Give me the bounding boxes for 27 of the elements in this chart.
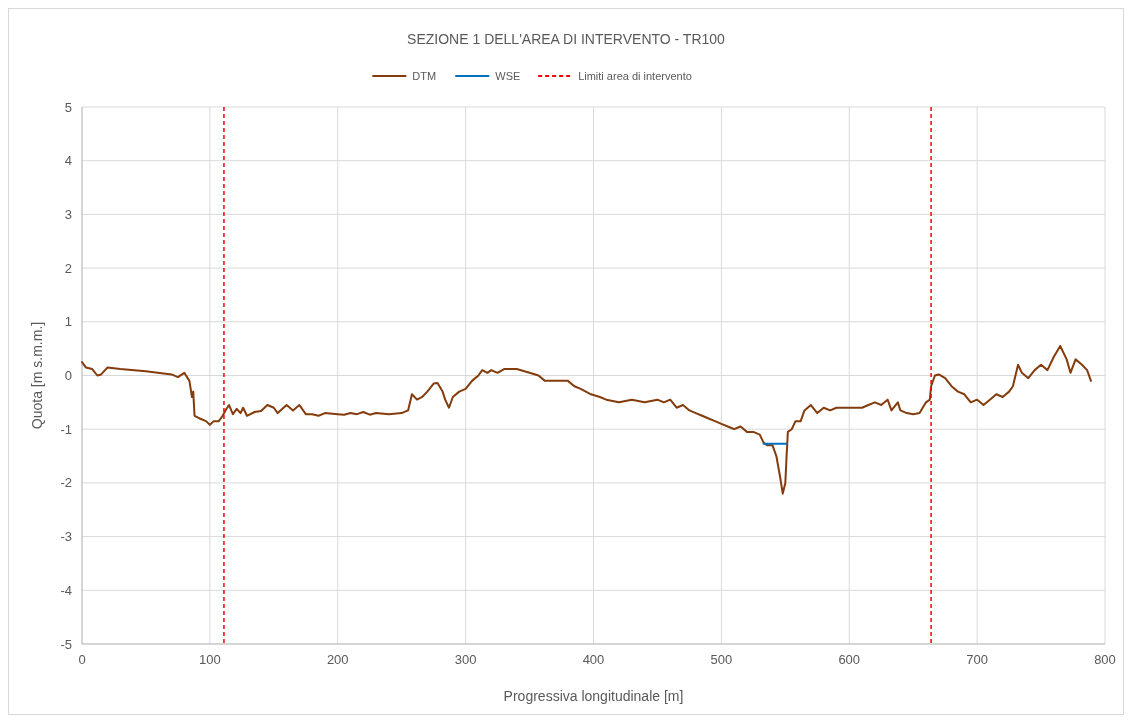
y-tick-label: 1: [64, 314, 72, 330]
y-tick-label: -1: [60, 421, 72, 437]
x-tick-label: 300: [454, 652, 477, 667]
chart-title: SEZIONE 1 DELL'AREA DI INTERVENTO - TR100: [407, 31, 726, 47]
y-tick-label: 3: [64, 206, 72, 222]
y-tick-label: -4: [60, 582, 72, 598]
legend-label: Limiti area di intervento: [578, 69, 692, 82]
y-tick-label: -3: [60, 529, 72, 545]
line-series: [81, 344, 1092, 495]
x-tick-label: 700: [966, 652, 988, 667]
x-tick-label: 400: [582, 652, 605, 667]
x-tick-label: 800: [1094, 652, 1116, 667]
y-tick-label: 2: [64, 260, 72, 276]
x-tick-label: 0: [78, 652, 86, 667]
y-tick-label: -2: [60, 475, 72, 491]
y-tick-label: 5: [64, 99, 72, 115]
legend-label: DTM: [412, 69, 437, 82]
y-tick-label: 4: [64, 153, 72, 169]
y-axis-title: Quota [m s.m.m.]: [29, 321, 45, 430]
y-tick-label: -5: [60, 636, 72, 652]
x-tick-label: 200: [326, 652, 349, 667]
legend-label: WSE: [495, 69, 521, 82]
x-tick-label: 100: [199, 652, 221, 667]
x-tick-label: 500: [710, 652, 733, 667]
x-axis-title: Progressiva longitudinale [m]: [503, 688, 684, 704]
y-tick-label: 0: [64, 368, 72, 384]
x-tick-label: 600: [838, 652, 861, 667]
